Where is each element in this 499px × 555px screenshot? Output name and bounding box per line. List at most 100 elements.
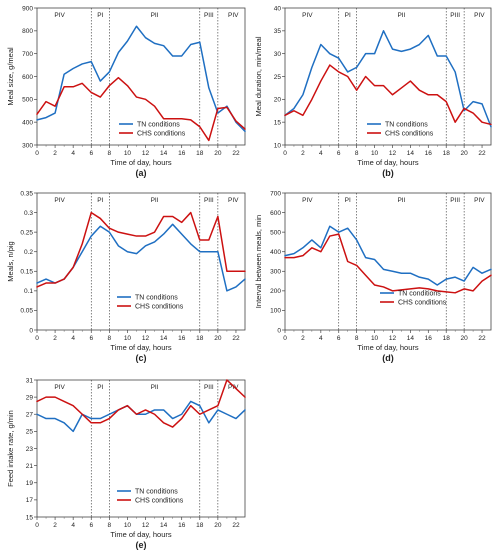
y-tick-label: 100 [270,308,281,315]
x-tick-label: 16 [178,150,186,157]
y-tick-label: 500 [270,229,281,236]
period-label: PIV [228,197,239,204]
x-tick-label: 8 [355,335,359,342]
x-tick-label: 4 [71,522,75,529]
period-label: PIV [228,384,239,391]
plot-frame [284,192,492,331]
x-tick-label: 18 [196,150,204,157]
y-axis-label: Feed intake rate, g/min [6,410,15,487]
x-tick-label: 12 [142,335,150,342]
x-tick-label: 6 [89,522,93,529]
x-tick-label: 8 [108,150,112,157]
period-label: PIV [474,12,485,19]
x-tick-label: 12 [142,150,150,157]
legend-label: CHS conditions [135,303,184,310]
y-axis-label: Meals, n/pig [6,241,15,281]
x-axis-label: Time of day, hours [110,158,172,167]
period-label: PII [397,197,405,204]
x-axis-label: Time of day, hours [110,343,172,352]
y-tick-label: 300 [22,142,33,149]
series-line-chs [284,233,492,294]
y-axis-label: Interval between meals, min [254,215,263,308]
y-tick-label: 10 [274,142,282,149]
x-tick-label: 20 [214,150,222,157]
x-tick-label: 10 [371,150,379,157]
plot-frame [36,192,246,331]
legend-label: CHS conditions [135,497,184,504]
y-tick-label: 15 [26,514,34,521]
x-tick-label: 0 [35,522,39,529]
y-tick-label: 600 [270,210,281,217]
x-tick-label: 14 [160,522,168,529]
period-label: PIII [204,384,214,391]
x-tick-label: 2 [53,522,57,529]
legend: TN conditions CHS conditions [117,294,184,310]
y-tick-label: 300 [270,269,281,276]
y-tick-label: 900 [22,5,33,12]
legend-label: TN conditions [137,121,180,128]
y-tick-label: 800 [22,28,33,35]
series-line-tn [36,223,246,292]
y-tick-label: 25 [26,429,34,436]
legend-label: CHS conditions [385,130,434,137]
period-label: PII [151,384,159,391]
legend: TN conditions CHS conditions [380,290,447,306]
y-tick-label: 27 [26,412,34,419]
period-label: PI [345,197,351,204]
series-line-tn [284,225,492,286]
series-line-chs [36,379,246,428]
period-label: PI [97,384,103,391]
period-label: PI [345,12,351,19]
legend-label: TN conditions [398,290,441,297]
y-axis-label: Meal size, g/meal [6,47,15,106]
series-line-chs [36,76,246,142]
chart-panel-5: 15 17 19 21 23 25 27 29 31 0 2 4 6 8 10 12 14 16 18 20 22 Tim… [6,377,246,550]
legend: TN conditions CHS conditions [119,121,186,137]
x-tick-label: 14 [160,335,168,342]
period-label: PIV [54,197,65,204]
y-tick-label: 15 [274,119,282,126]
series-line-chs [36,211,246,288]
period-label: PII [151,197,159,204]
period-label: PIV [54,12,65,19]
series-line-tn [36,400,246,433]
y-tick-label: 600 [22,74,33,81]
x-tick-label: 14 [407,335,415,342]
x-tick-label: 4 [319,335,323,342]
x-tick-label: 16 [425,335,433,342]
x-tick-label: 2 [53,150,57,157]
x-tick-label: 18 [196,335,204,342]
x-tick-label: 14 [407,150,415,157]
x-tick-label: 10 [124,335,132,342]
legend: TN conditions CHS conditions [367,121,434,137]
period-label: PIV [302,197,313,204]
chart-panel-4: 0 100 200 300 400 500 600 700 0 2 4 6 8 10 12 14 16 18 20 2… [254,190,492,363]
series-line-chs [284,64,492,126]
x-tick-label: 8 [108,335,112,342]
y-tick-label: 23 [26,446,34,453]
x-tick-label: 18 [443,335,451,342]
x-tick-label: 22 [232,522,240,529]
period-label: PIII [450,12,460,19]
x-tick-label: 20 [461,150,469,157]
y-tick-label: 30 [274,51,282,58]
x-tick-label: 6 [89,150,93,157]
y-tick-label: 500 [22,97,33,104]
period-label: PIV [228,12,239,19]
period-label: PII [151,12,159,19]
x-tick-label: 22 [478,335,486,342]
period-label: PIV [302,12,313,19]
y-tick-label: 700 [270,190,281,197]
x-tick-label: 16 [425,150,433,157]
y-tick-label: 400 [22,119,33,126]
panel-caption: (c) [136,353,147,363]
x-tick-label: 2 [301,150,305,157]
period-label: PIV [474,197,485,204]
x-axis-label: Time of day, hours [357,343,419,352]
x-tick-label: 4 [71,335,75,342]
y-tick-label: 200 [270,288,281,295]
x-tick-label: 20 [214,522,222,529]
x-tick-label: 10 [124,522,132,529]
